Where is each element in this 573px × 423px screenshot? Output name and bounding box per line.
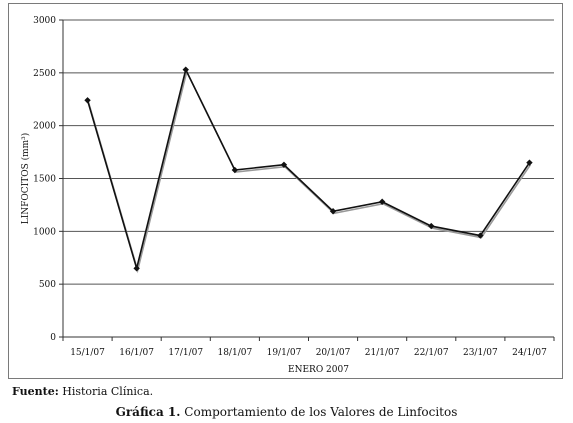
y-tick-label: 1500	[33, 175, 56, 185]
data-point	[133, 265, 140, 272]
data-point	[378, 198, 386, 205]
data-point	[329, 208, 337, 215]
x-tick-label: 19/1/07	[267, 348, 302, 358]
y-tick-label: 0	[50, 333, 56, 343]
y-axis-title: LINFOCITOS (mm³)	[20, 133, 31, 225]
source-label: Fuente:	[12, 385, 59, 398]
x-tick-label: 18/1/07	[217, 348, 252, 358]
data-point	[428, 222, 435, 230]
data-point	[477, 232, 484, 239]
data-point	[280, 161, 288, 168]
chart-frame: 0 500 1000 1500 2000 2500 3000 15/1/07 16/1/07 17…	[8, 3, 563, 379]
data-point	[84, 97, 91, 104]
x-tick-label: 20/1/07	[316, 348, 351, 358]
source-note: Fuente: Historia Clínica.	[12, 385, 153, 398]
caption-label: Gráfica 1.	[115, 405, 181, 419]
y-tick-label: 2000	[33, 122, 56, 132]
x-tick-label: 22/1/07	[414, 348, 449, 358]
x-axis-title: ENERO 2007	[288, 365, 349, 375]
data-point	[526, 159, 533, 166]
x-tick-label: 15/1/07	[70, 348, 105, 358]
x-tick-label: 16/1/07	[119, 348, 154, 358]
x-tick-label: 21/1/07	[365, 348, 400, 358]
x-tick-label: 24/1/07	[512, 348, 547, 358]
series-line-shadow	[87, 69, 532, 274]
y-tick-label: 1000	[33, 227, 56, 237]
series-line	[86, 67, 531, 272]
figure-caption: Gráfica 1. Comportamiento de los Valores…	[0, 405, 573, 419]
y-tick-label: 3000	[33, 16, 56, 26]
data-point	[231, 166, 239, 174]
y-tick-label: 2500	[33, 69, 56, 79]
line-chart: 0 500 1000 1500 2000 2500 3000 15/1/07 16/1/07 17…	[20, 16, 555, 375]
x-tick-label: 23/1/07	[463, 348, 498, 358]
y-tick-label: 500	[39, 280, 56, 290]
x-tick-label: 17/1/07	[168, 348, 203, 358]
caption-text: Comportamiento de los Valores de Linfoci…	[184, 405, 458, 419]
source-text: Historia Clínica.	[62, 385, 154, 398]
data-point	[182, 66, 189, 73]
